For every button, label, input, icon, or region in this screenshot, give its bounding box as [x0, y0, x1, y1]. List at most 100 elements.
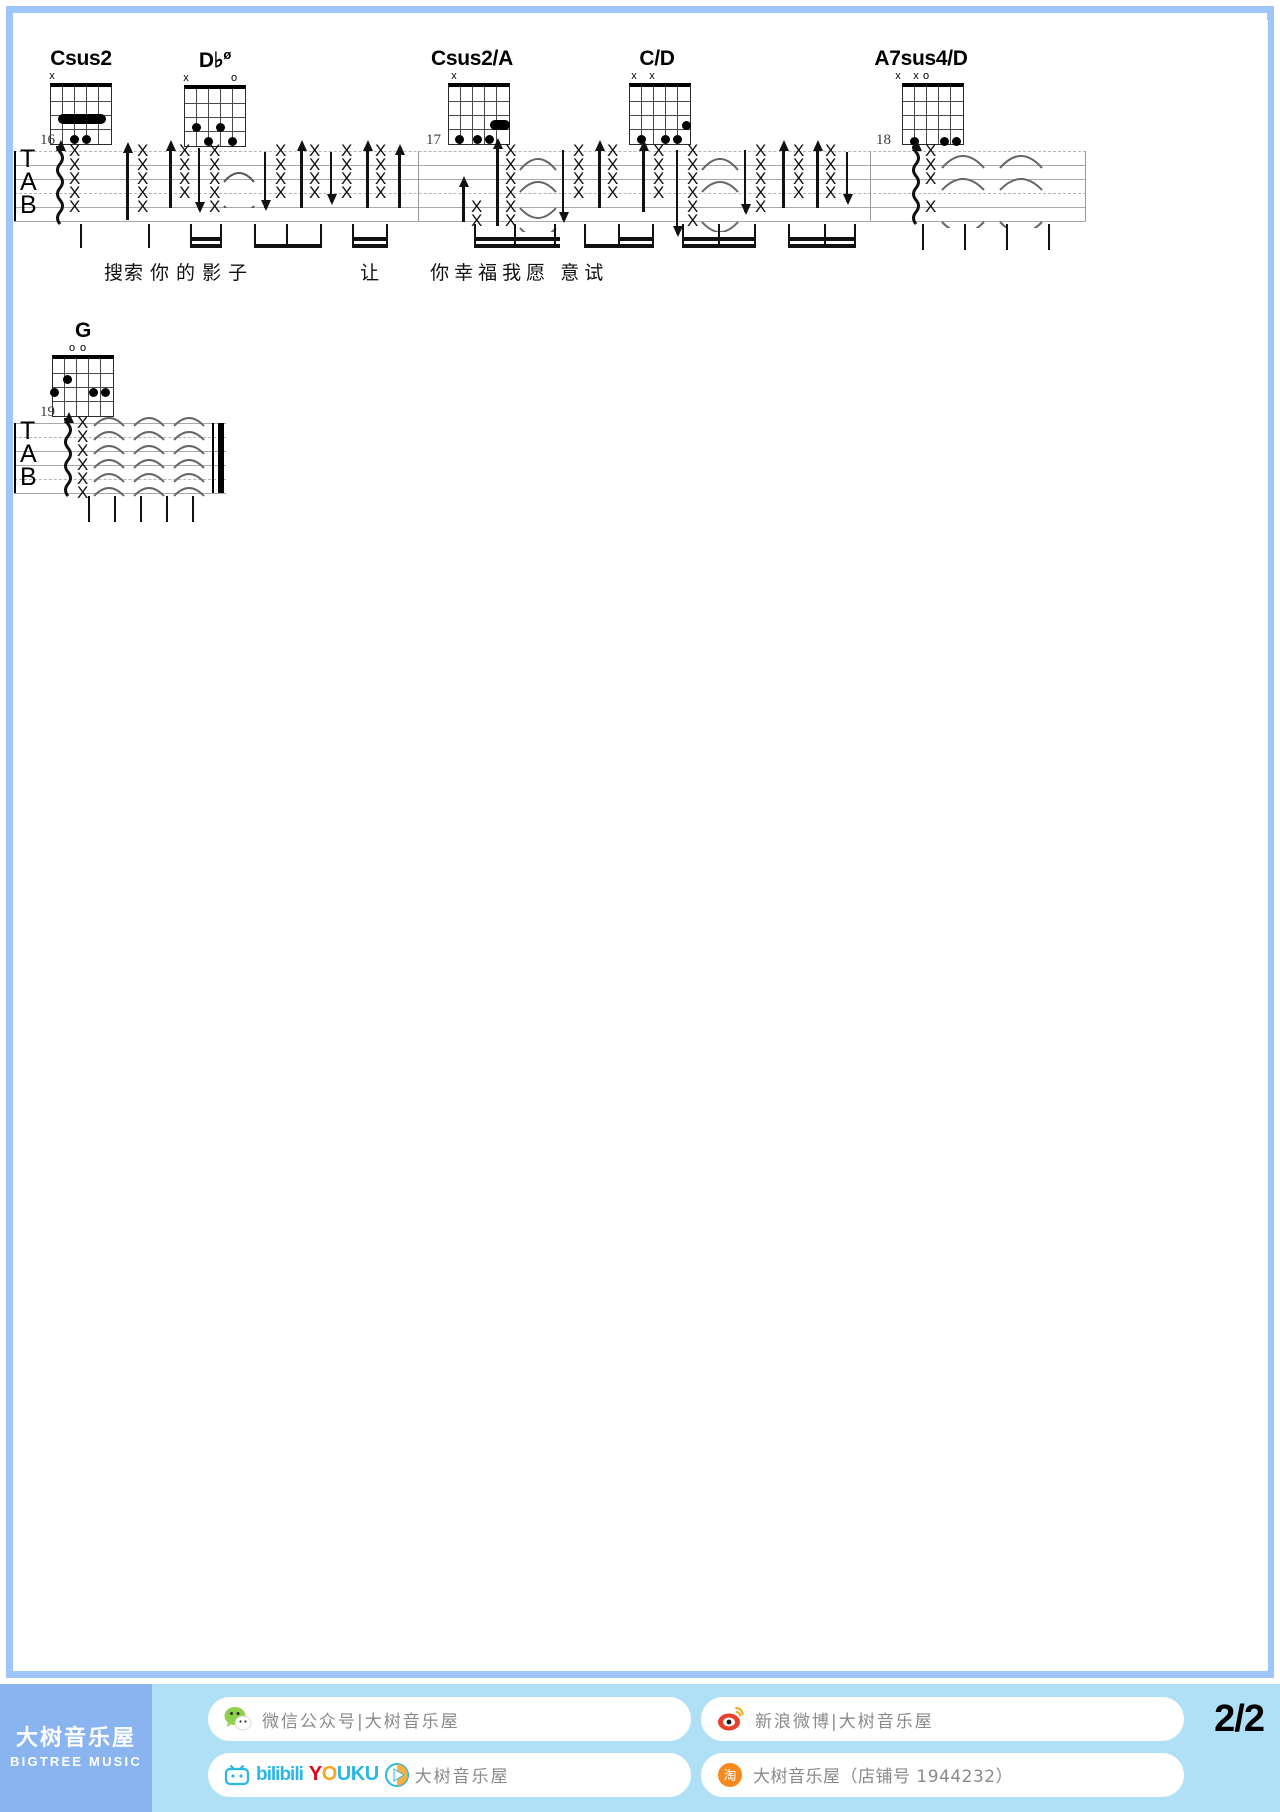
slur-arc [222, 162, 256, 216]
rhythm-stem [964, 224, 966, 250]
mute-x: X [309, 141, 321, 160]
mute-x: X [77, 413, 89, 432]
chord-name-label: G [74, 319, 92, 342]
mute-x: X [793, 141, 805, 160]
weibo-icon [717, 1706, 745, 1732]
strum-down-arrow-head [673, 226, 683, 237]
chord-open-markers: x [49, 70, 55, 82]
mute-x: X [607, 169, 619, 188]
lyric-syllable: 意 [560, 262, 581, 284]
wechat-icon [224, 1706, 252, 1732]
rhythm-stem [718, 224, 720, 248]
strum-down-arrow-head [327, 194, 337, 205]
mute-x: X [505, 169, 517, 188]
mute-x: X [573, 155, 585, 174]
footer-banner: 大树音乐屋 BIGTREE MUSIC 微信公众号|大树音乐屋 [0, 1684, 1280, 1812]
mute-x: X [375, 169, 387, 188]
mute-x: X [653, 183, 665, 202]
weibo-link[interactable]: 新浪微博|大树音乐屋 [701, 1697, 1184, 1741]
strum-up-arrow-head [297, 140, 307, 151]
rhythm-stem [320, 224, 322, 248]
chord-dot [939, 136, 949, 146]
slur-arc [940, 142, 986, 234]
taobao-icon: 淘 [717, 1762, 743, 1788]
rhythm-stem [754, 224, 756, 248]
chord-grid [435, 83, 510, 145]
slur-arc [172, 414, 206, 505]
mute-x: X [573, 141, 585, 160]
rhythm-beam [352, 244, 388, 248]
lyric-syllable: 让 [360, 262, 381, 284]
chord-diagram-csus2[interactable]: Csus2 x [42, 48, 120, 150]
bilibili-wordmark: bilibili [256, 1763, 304, 1785]
rhythm-stem [220, 224, 222, 248]
rhythm-stem [88, 496, 90, 522]
weibo-label: 新浪微博|大树音乐屋 [755, 1711, 934, 1732]
strum-down-arrow [676, 150, 678, 234]
mute-x: X [69, 183, 81, 202]
barline [870, 151, 871, 221]
mute-x: X [755, 141, 767, 160]
lyric-syllable: 影 [202, 262, 223, 284]
lyric-syllable: 索 [124, 262, 145, 284]
strum-down-arrow [198, 148, 200, 210]
mute-x: X [77, 455, 89, 474]
chord-diagram-csus2-a[interactable]: Csus2/A x [428, 48, 516, 150]
mute-x: X [77, 427, 89, 446]
mute-x: X [375, 183, 387, 202]
mute-x: X [687, 141, 699, 160]
strum-down-arrow [744, 150, 746, 212]
mute-x: X [309, 169, 321, 188]
brand-name-en: BIGTREE MUSIC [10, 1754, 142, 1770]
rhythm-stem [854, 224, 856, 248]
mute-x: X [607, 183, 619, 202]
chord-dot [88, 387, 98, 397]
mute-x: X [341, 183, 353, 202]
taobao-label: 大树音乐屋（店铺号 1944232） [753, 1767, 1014, 1787]
mute-x: X [653, 169, 665, 188]
mute-x: X [755, 183, 767, 202]
rhythm-stem [824, 224, 826, 248]
chord-dot [100, 387, 110, 397]
strum-up-arrow-head [493, 138, 503, 149]
rhythm-beam [474, 244, 560, 248]
slur-arc [998, 142, 1044, 234]
lyric-syllable: 搜 [104, 262, 125, 284]
rhythm-beam [254, 244, 322, 248]
mute-x: X [179, 183, 191, 202]
mute-x: X [69, 169, 81, 188]
chord-dot [203, 136, 213, 146]
mute-x: X [825, 155, 837, 174]
strum-down-arrow-head [843, 194, 853, 205]
strum-down-arrow [264, 152, 266, 208]
mute-x: X [755, 169, 767, 188]
chord-name-label: Csus2/A [431, 47, 513, 70]
mute-x: X [687, 169, 699, 188]
mute-x: X [925, 155, 937, 174]
mute-x: X [755, 197, 767, 216]
rhythm-beam [584, 244, 654, 248]
mute-x: X [573, 169, 585, 188]
taobao-link[interactable]: 淘 大树音乐屋（店铺号 1944232） [701, 1752, 1184, 1797]
rhythm-beam [352, 237, 388, 241]
mute-x: X [341, 141, 353, 160]
wechat-label: 微信公众号|大树音乐屋 [262, 1711, 460, 1732]
mute-x: X [471, 197, 483, 216]
strum-up-arrow-head [395, 144, 405, 155]
chord-name-label: D♭ø [198, 47, 232, 72]
rhythm-stem [140, 496, 142, 522]
brand-name-cn: 大树音乐屋 [15, 1725, 136, 1751]
strum-up-arrow [64, 412, 74, 423]
mute-x: X [275, 155, 287, 174]
mute-x: X [825, 141, 837, 160]
mute-x: X [275, 141, 287, 160]
wechat-link[interactable]: 微信公众号|大树音乐屋 [208, 1697, 691, 1741]
barline [418, 151, 419, 221]
